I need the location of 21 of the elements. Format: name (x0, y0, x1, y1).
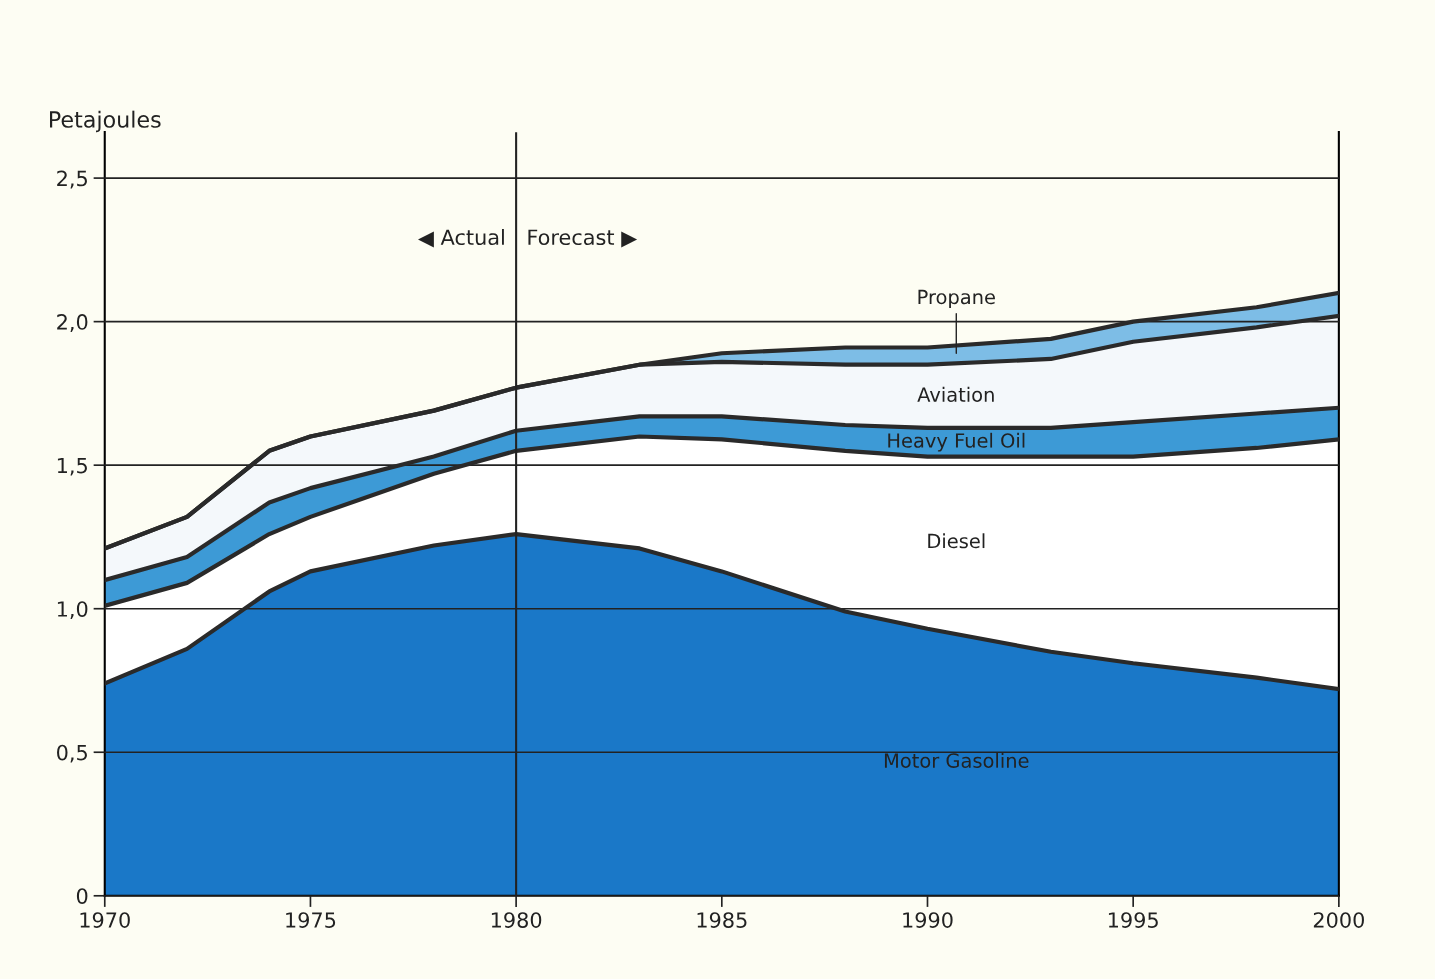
y-tick-label: 2,5 (57, 170, 87, 189)
series-label: Propane (918, 289, 995, 309)
annotation: Forecast ▶ (528, 229, 638, 248)
y-tick-label: 0,5 (57, 744, 87, 763)
x-tick-label: 1990 (903, 912, 953, 928)
x-tick-label: 1995 (1108, 912, 1158, 928)
y-tick-label: 1,5 (57, 457, 87, 476)
x-tick-label: 2000 (1313, 912, 1364, 928)
series-label: Heavy Fuel Oil (888, 432, 1025, 452)
series-label: Motor Gasoline (884, 752, 1029, 768)
x-tick-label: 1985 (697, 912, 747, 928)
y-axis-title: Petajoules (50, 110, 161, 133)
y-tick-label: 1,0 (57, 601, 88, 620)
x-tick-label: 1970 (80, 912, 130, 928)
y-tick-label: 2,0 (57, 314, 88, 332)
x-tick-label: 1980 (491, 912, 542, 928)
x-tick-label: 1975 (286, 912, 336, 928)
annotation: ◀ Actual (417, 228, 504, 248)
series-label: Aviation (917, 386, 994, 402)
series-label: Diesel (928, 533, 985, 549)
y-tick-label: 0 (76, 888, 88, 904)
